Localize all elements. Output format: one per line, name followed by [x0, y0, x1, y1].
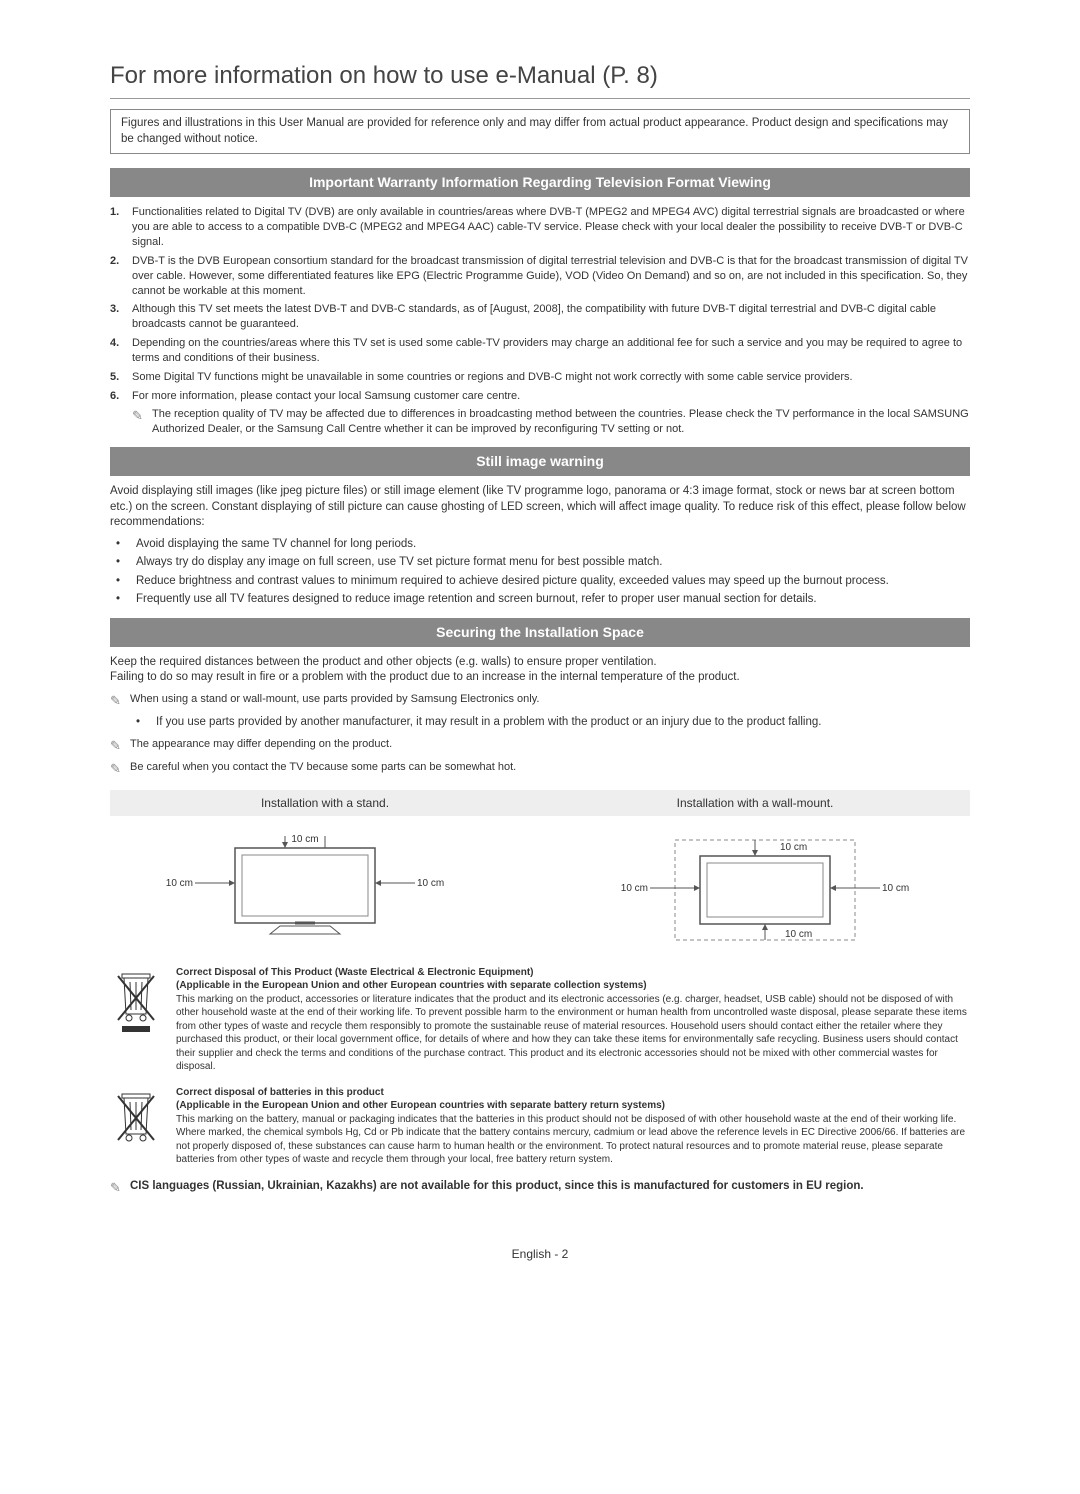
dist-right: 10 cm [882, 883, 909, 894]
install-note-text: The appearance may differ depending on t… [130, 737, 392, 755]
install-sub-bullet: If you use parts provided by another man… [156, 715, 821, 731]
num: 5. [110, 370, 132, 385]
warranty-subnote-text: The reception quality of TV may be affec… [152, 407, 970, 437]
install-sub-bullets: If you use parts provided by another man… [110, 715, 970, 731]
disposal-battery: Correct disposal of batteries in this pr… [110, 1086, 970, 1167]
still-heading: Still image warning [110, 447, 970, 476]
warranty-item: Functionalities related to Digital TV (D… [132, 205, 970, 250]
warranty-item: Depending on the countries/areas where t… [132, 336, 970, 366]
note-icon: ✎ [110, 760, 130, 778]
page-footer: English - 2 [110, 1246, 970, 1262]
cis-note: ✎ CIS languages (Russian, Ukrainian, Kaz… [110, 1179, 970, 1197]
battery-bin-icon [110, 1086, 162, 1167]
install-p1: Keep the required distances between the … [110, 655, 970, 671]
dist-left: 10 cm [166, 878, 193, 889]
notice-box: Figures and illustrations in this User M… [110, 109, 970, 154]
disposal-product: Correct Disposal of This Product (Waste … [110, 966, 970, 1074]
note-icon: ✎ [110, 1179, 130, 1197]
wall-diagram: 10 cm 10 cm 10 cm 10 cm [560, 828, 970, 948]
install-note-2: ✎ The appearance may differ depending on… [110, 737, 970, 755]
install-note-text: When using a stand or wall-mount, use pa… [130, 692, 539, 710]
note-icon: ✎ [110, 737, 130, 755]
num: 6. [110, 389, 132, 404]
still-bullet: Avoid displaying the same TV channel for… [136, 537, 416, 553]
warranty-item: Although this TV set meets the latest DV… [132, 302, 970, 332]
warranty-heading: Important Warranty Information Regarding… [110, 168, 970, 197]
install-note-text: Be careful when you contact the TV becau… [130, 760, 516, 778]
install-p2: Failing to do so may result in fire or a… [110, 670, 970, 686]
dist-bottom: 10 cm [785, 929, 812, 940]
warranty-item: For more information, please contact you… [132, 389, 520, 404]
still-bullet: Reduce brightness and contrast values to… [136, 574, 889, 590]
num: 2. [110, 254, 132, 299]
still-intro: Avoid displaying still images (like jpeg… [110, 484, 970, 531]
dist-left: 10 cm [621, 883, 648, 894]
disposal2-title: Correct disposal of batteries in this pr… [176, 1086, 970, 1100]
install-heading: Securing the Installation Space [110, 618, 970, 647]
disposal1-sub: (Applicable in the European Union and ot… [176, 979, 970, 993]
still-bullets: Avoid displaying the same TV channel for… [110, 537, 970, 608]
num: 1. [110, 205, 132, 250]
weee-bin-icon [110, 966, 162, 1074]
warranty-subnote: ✎ The reception quality of TV may be aff… [132, 407, 970, 437]
page-title: For more information on how to use e-Man… [110, 60, 970, 99]
num: 4. [110, 336, 132, 366]
warranty-list: 1.Functionalities related to Digital TV … [110, 205, 970, 403]
warranty-item: Some Digital TV functions might be unava… [132, 370, 853, 385]
dist-top: 10 cm [291, 834, 318, 845]
disposal2-sub: (Applicable in the European Union and ot… [176, 1099, 970, 1113]
disposal2-body: This marking on the battery, manual or p… [176, 1113, 970, 1167]
num: 3. [110, 302, 132, 332]
stand-diagram: 10 cm 10 cm 10 cm [110, 828, 520, 948]
warranty-item: DVB-T is the DVB European consortium sta… [132, 254, 970, 299]
install-diagrams: 10 cm 10 cm 10 cm 10 cm 10 cm 10 cm 10 c… [110, 828, 970, 948]
note-icon: ✎ [132, 407, 152, 437]
still-bullet: Frequently use all TV features designed … [136, 592, 817, 608]
dist-right: 10 cm [417, 878, 444, 889]
disposal1-body: This marking on the product, accessories… [176, 993, 970, 1074]
still-bullet: Always try do display any image on full … [136, 555, 662, 571]
note-icon: ✎ [110, 692, 130, 710]
stand-label: Installation with a stand. [110, 790, 540, 816]
dist-top: 10 cm [780, 842, 807, 853]
cis-note-text: CIS languages (Russian, Ukrainian, Kazak… [130, 1179, 864, 1197]
wall-label: Installation with a wall-mount. [540, 790, 970, 816]
install-note-1: ✎ When using a stand or wall-mount, use … [110, 692, 970, 710]
install-labels-bar: Installation with a stand. Installation … [110, 790, 970, 816]
install-note-3: ✎ Be careful when you contact the TV bec… [110, 760, 970, 778]
disposal1-title: Correct Disposal of This Product (Waste … [176, 966, 970, 980]
